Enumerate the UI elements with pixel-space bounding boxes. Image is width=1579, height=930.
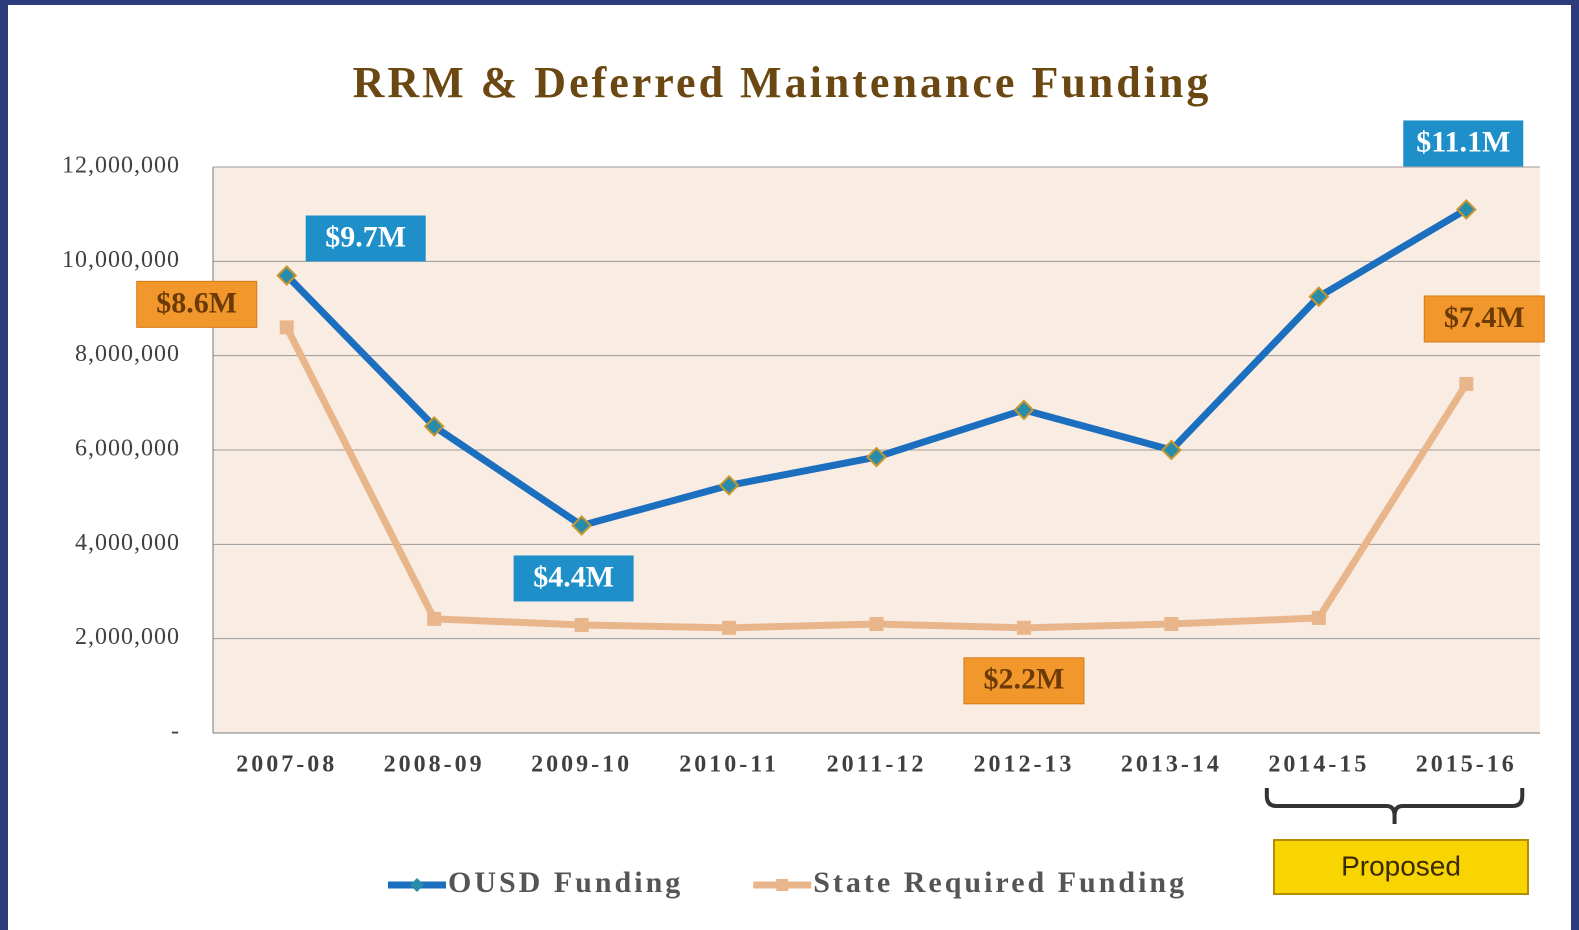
legend-marker — [410, 878, 424, 892]
y-tick-label: 6,000,000 — [75, 436, 180, 462]
data-label: $4.4M — [533, 560, 614, 593]
y-tick-label: 10,000,000 — [62, 247, 180, 273]
data-label: $7.4M — [1444, 301, 1525, 334]
annotation-text: Proposed — [1341, 850, 1461, 881]
y-tick-label: 2,000,000 — [75, 624, 180, 650]
marker — [1164, 617, 1179, 632]
data-label-box — [963, 657, 1085, 705]
x-tick-label: 2009-10 — [531, 752, 632, 778]
marker — [869, 617, 884, 632]
data-label-box — [513, 555, 634, 602]
data-label-box — [1403, 120, 1524, 167]
marker — [1308, 286, 1330, 308]
chart-title: RRM & Deferred Maintenance Funding — [353, 58, 1212, 107]
x-tick-label: 2013-14 — [1121, 752, 1222, 778]
marker — [1311, 610, 1326, 625]
legend-label: State Required Funding — [813, 866, 1187, 899]
data-label-box — [305, 215, 426, 262]
data-label: $2.2M — [984, 663, 1065, 696]
marker — [1013, 399, 1035, 421]
marker — [1459, 376, 1474, 391]
annotation-box — [1273, 839, 1529, 895]
data-label: $8.6M — [156, 286, 237, 319]
marker — [1455, 199, 1477, 220]
x-tick-label: 2008-09 — [384, 752, 485, 778]
x-tick-label: 2015-16 — [1416, 752, 1517, 778]
x-tick-label: 2011-12 — [827, 752, 927, 778]
x-tick-label: 2014-15 — [1268, 752, 1369, 778]
marker — [574, 617, 589, 632]
x-tick-label: 2012-13 — [973, 752, 1074, 778]
y-tick-label: 12,000,000 — [62, 153, 180, 179]
marker — [423, 416, 445, 437]
legend-label: OUSD Funding — [448, 866, 683, 899]
marker — [722, 620, 737, 635]
x-tick-label: 2010-11 — [679, 752, 779, 778]
marker — [1016, 620, 1031, 635]
marker — [427, 611, 442, 626]
x-tick-label: 2007-08 — [236, 752, 337, 778]
data-label-box — [1423, 295, 1545, 343]
marker — [571, 515, 593, 536]
marker — [718, 474, 740, 496]
marker — [276, 265, 298, 286]
y-tick-label: 4,000,000 — [75, 530, 180, 556]
data-label: $9.7M — [325, 220, 406, 253]
marker — [279, 320, 294, 335]
y-tick-label: 8,000,000 — [75, 341, 180, 367]
marker — [866, 446, 887, 468]
bracket — [1264, 788, 1525, 824]
y-tick-label: - — [171, 719, 180, 745]
data-label-box — [136, 280, 258, 328]
marker — [1160, 439, 1182, 461]
legend-marker — [776, 879, 789, 891]
data-label: $11.1M — [1416, 125, 1510, 158]
